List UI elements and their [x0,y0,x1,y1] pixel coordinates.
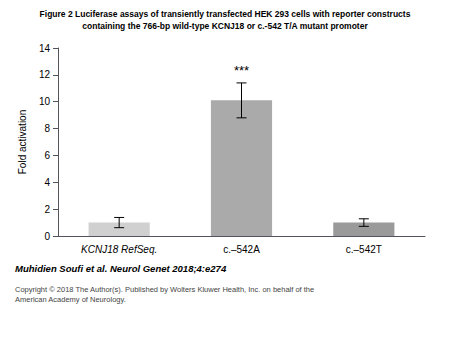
svg-text:6: 6 [44,150,50,161]
svg-text:Figure 2 Luciferase assays of: Figure 2 Luciferase assays of transientl… [40,9,411,19]
svg-text:Fold activation: Fold activation [17,110,28,174]
svg-text:0: 0 [44,231,50,242]
svg-text:Muhidien Soufi et al. Neurol G: Muhidien Soufi et al. Neurol Genet 2018;… [15,263,227,274]
svg-text:***: *** [234,63,249,78]
svg-text:American Academy of Neurology.: American Academy of Neurology. [15,295,126,304]
svg-text:containing the 766-bp wild-typ: containing the 766-bp wild-type KCNJ18 o… [82,21,368,31]
svg-text:c.–542T: c.–542T [346,244,382,255]
svg-text:2: 2 [44,204,50,215]
svg-text:10: 10 [39,96,51,107]
svg-text:12: 12 [39,69,51,80]
svg-text:c.–542A: c.–542A [223,244,260,255]
svg-text:Copyright © 2018 The Author(s): Copyright © 2018 The Author(s). Publishe… [15,285,314,294]
svg-text:KCNJ18 RefSeq.: KCNJ18 RefSeq. [81,244,157,255]
svg-text:4: 4 [44,177,50,188]
svg-text:14: 14 [39,43,51,54]
svg-text:8: 8 [44,123,50,134]
